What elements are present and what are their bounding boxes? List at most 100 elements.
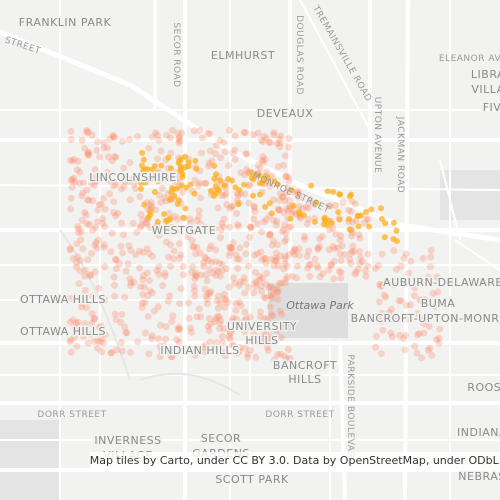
dot [362,267,370,275]
dot [420,329,428,337]
dot [415,330,423,338]
dot [85,196,93,204]
dot [144,166,151,173]
dot [411,284,419,292]
dot [325,266,333,274]
dot [120,182,128,190]
dot [173,336,181,344]
dot [314,245,322,253]
dot [265,138,273,146]
dot [180,214,187,221]
dot [224,162,232,170]
dot [74,157,82,165]
dot [212,266,220,274]
dot [66,318,74,326]
dot [256,272,264,280]
dot [218,220,226,228]
dot [146,224,154,232]
street-label: PARKSIDE BOULEVARD [345,354,355,465]
dot [207,224,215,232]
dot [176,325,184,333]
dot [126,158,134,166]
dot [364,250,372,258]
dot [98,335,106,343]
dot [345,206,353,214]
dot [291,245,299,253]
dot [286,355,294,363]
dot [347,208,355,216]
dot [214,304,222,312]
dot [267,337,275,345]
dot [71,324,79,332]
dot [285,143,293,151]
dot [201,348,209,356]
dot [142,173,149,180]
dot [352,217,360,225]
dot [258,228,266,236]
dot [218,333,226,341]
dot [275,196,283,204]
dot [150,307,158,315]
dot [217,317,225,325]
dot [241,190,249,198]
dot [348,198,356,206]
dot [262,294,270,302]
dot [314,244,322,252]
dot [147,211,154,218]
dot [209,269,217,277]
dot [392,265,400,273]
dot [390,219,397,226]
dot [87,330,95,338]
dot [91,268,99,276]
dot [218,349,226,357]
dot [261,255,269,263]
dot [268,294,276,302]
label: OTTAWA HILLS [20,325,106,338]
dot [272,249,280,257]
street-label: DORR STREET [265,410,334,420]
dot [413,309,421,317]
dot [262,135,270,143]
dot [193,243,201,251]
dot [218,261,226,269]
dot [261,331,269,339]
dot [327,261,335,269]
dot [167,262,175,270]
dot [208,225,216,233]
dot [329,243,337,251]
dot [262,280,270,288]
dot [246,182,254,190]
dot [387,305,395,313]
dot [231,146,239,154]
dot [378,281,386,289]
dot [241,289,249,297]
dot [145,249,153,257]
dot [282,173,290,181]
dot [78,192,86,200]
label: FRANKLIN PARK [19,16,112,29]
dot [193,216,201,224]
label: ELMHURST [211,49,275,62]
dot [329,224,337,232]
dot [148,252,156,260]
dot [382,293,390,301]
dot [188,237,196,245]
dot [147,199,155,207]
dot [269,284,277,292]
dot [222,190,230,198]
dot [427,279,435,287]
dot [177,284,185,292]
dot [267,310,275,318]
dot [152,129,160,137]
dot [167,241,175,249]
dot [218,267,226,275]
dot [215,313,223,321]
dot [162,323,170,331]
dot [405,316,413,324]
dot [285,196,293,204]
dot [276,252,284,260]
dot [284,345,292,353]
dot [94,236,102,244]
dot [205,327,213,335]
dot [401,346,409,354]
